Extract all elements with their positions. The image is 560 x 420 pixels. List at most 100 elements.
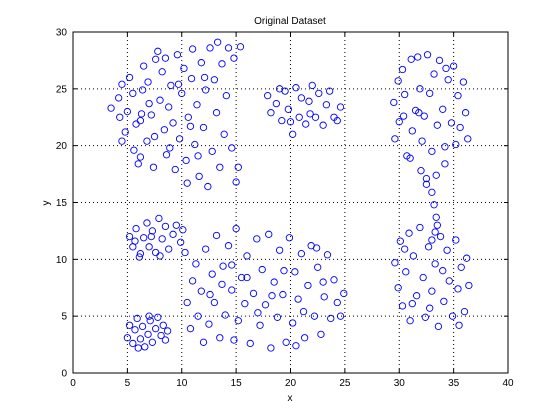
data-point <box>315 89 323 98</box>
series-6 <box>123 312 172 352</box>
data-point <box>156 96 164 104</box>
data-point <box>327 314 335 323</box>
data-point <box>419 273 427 282</box>
data-point <box>241 300 249 308</box>
data-point <box>297 249 306 258</box>
data-point <box>416 223 424 232</box>
series-7 <box>391 223 473 331</box>
chart-title: Original Dataset <box>254 16 326 27</box>
data-point <box>268 292 276 300</box>
x-axis-label: x <box>288 393 293 404</box>
data-point <box>289 319 297 327</box>
data-point <box>395 118 403 126</box>
data-point <box>205 320 213 328</box>
data-point <box>428 147 436 156</box>
data-point <box>442 64 450 73</box>
data-point <box>158 235 166 243</box>
series-5 <box>183 224 348 352</box>
data-point <box>157 331 165 340</box>
data-point <box>220 130 228 138</box>
data-point <box>165 103 173 111</box>
data-point <box>213 38 222 46</box>
data-point <box>452 236 460 244</box>
y-tick-label: 15 <box>56 198 68 209</box>
data-point <box>194 152 202 160</box>
data-point <box>408 300 416 308</box>
series-1 <box>107 38 245 191</box>
data-point <box>179 226 187 234</box>
data-point <box>216 334 224 342</box>
data-point <box>447 119 456 127</box>
data-point <box>177 238 185 246</box>
data-point <box>125 321 134 329</box>
data-point <box>256 321 264 329</box>
data-point <box>302 120 310 128</box>
data-point <box>314 263 322 271</box>
data-point <box>454 285 462 293</box>
data-point <box>144 330 152 339</box>
data-point <box>192 260 200 268</box>
data-point <box>443 246 451 254</box>
data-point <box>452 140 460 149</box>
data-point <box>399 112 408 120</box>
data-point <box>183 298 191 307</box>
data-point <box>167 81 175 90</box>
data-point <box>431 260 439 268</box>
x-tick-label: 5 <box>125 378 131 389</box>
data-point <box>267 109 275 117</box>
data-point <box>131 237 139 245</box>
data-point <box>202 245 210 253</box>
data-point <box>243 273 251 282</box>
data-point <box>455 321 463 329</box>
data-point <box>406 317 414 325</box>
data-point <box>147 111 155 119</box>
data-point <box>187 74 196 83</box>
x-tick-label: 40 <box>502 378 514 389</box>
data-point <box>184 113 192 121</box>
data-point <box>172 221 180 229</box>
data-point <box>151 55 160 63</box>
data-point <box>180 64 188 73</box>
data-point <box>136 335 145 343</box>
data-point <box>208 270 216 278</box>
data-point <box>161 222 170 231</box>
data-point <box>136 249 145 258</box>
data-point <box>173 51 182 59</box>
data-point <box>408 127 416 135</box>
data-point <box>454 92 462 100</box>
data-point <box>289 130 297 138</box>
data-point <box>166 144 174 152</box>
data-point <box>221 311 229 319</box>
data-point <box>174 80 183 88</box>
data-point <box>434 322 443 331</box>
data-point <box>430 70 438 78</box>
data-point <box>134 160 142 168</box>
data-point <box>232 224 240 233</box>
data-point <box>325 87 334 95</box>
y-axis-label: y <box>41 201 52 206</box>
data-point <box>420 112 428 120</box>
data-point <box>193 101 201 109</box>
data-point <box>459 78 468 86</box>
data-point <box>162 151 171 159</box>
data-point <box>118 80 126 88</box>
data-point <box>253 235 261 243</box>
data-point <box>140 62 148 70</box>
data-point <box>449 62 458 70</box>
data-point <box>406 154 414 162</box>
data-point <box>333 117 341 125</box>
data-point <box>202 86 210 94</box>
data-point <box>286 118 295 126</box>
x-tick-label: 35 <box>448 378 460 389</box>
data-point <box>426 304 434 312</box>
data-point <box>391 135 399 143</box>
data-point <box>237 273 246 282</box>
data-point <box>145 99 153 108</box>
data-point <box>254 309 262 317</box>
data-point <box>146 317 154 325</box>
data-point <box>394 77 402 85</box>
data-point <box>280 267 288 275</box>
